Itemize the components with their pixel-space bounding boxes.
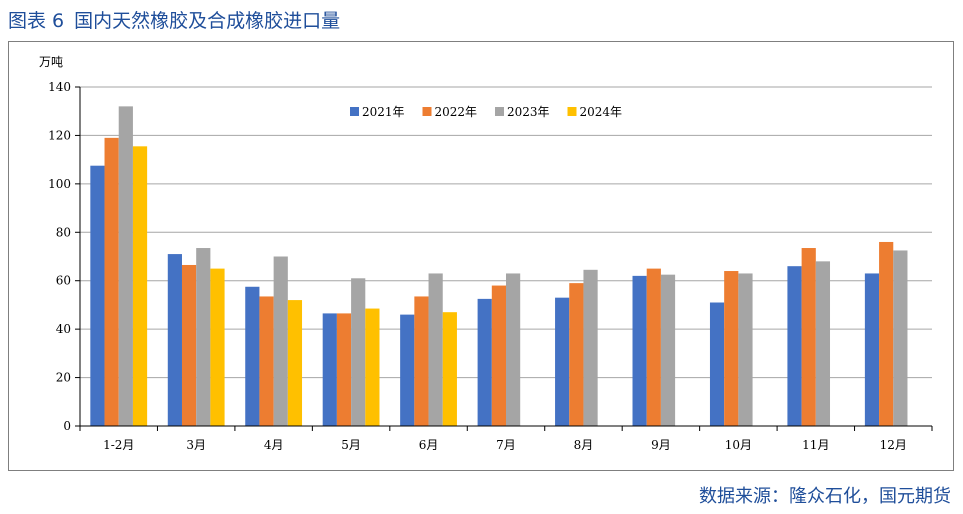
data-source: 数据来源：隆众石化，国元期货 bbox=[699, 486, 951, 507]
bar bbox=[864, 273, 880, 426]
x-tick-label: 3月 bbox=[186, 438, 206, 452]
bar bbox=[632, 275, 647, 426]
bar bbox=[287, 300, 303, 426]
bar bbox=[196, 248, 211, 426]
x-tick-label: 10月 bbox=[725, 438, 752, 452]
legend-swatch bbox=[350, 107, 359, 116]
y-tick-label: 120 bbox=[48, 128, 71, 142]
bar bbox=[400, 314, 415, 426]
x-tick-label: 4月 bbox=[264, 438, 284, 452]
bar bbox=[245, 286, 260, 426]
legend-label: 2024年 bbox=[580, 105, 623, 119]
bar-chart: 0 20 40 60 80 100 120 140 万吨 1-2月 3月 4月 5月 6月 7月 8月 9月 10… bbox=[39, 55, 933, 452]
x-tick-label: 12月 bbox=[880, 438, 907, 452]
bar bbox=[709, 302, 725, 426]
y-tick-label: 80 bbox=[56, 225, 71, 239]
bar bbox=[801, 248, 816, 426]
bar bbox=[210, 268, 225, 426]
legend-label: 2023年 bbox=[507, 105, 550, 119]
bar bbox=[365, 308, 380, 426]
figure-title-text: 国内天然橡胶及合成橡胶进口量 bbox=[74, 10, 341, 32]
legend-label: 2021年 bbox=[362, 105, 405, 119]
bar bbox=[738, 273, 753, 426]
legend-swatch bbox=[495, 107, 504, 116]
bar bbox=[724, 271, 739, 426]
bar bbox=[90, 165, 105, 427]
x-tick-label: 7月 bbox=[496, 438, 516, 452]
bar bbox=[414, 296, 429, 426]
bar bbox=[506, 273, 521, 426]
legend-swatch bbox=[422, 107, 432, 116]
bar bbox=[273, 256, 288, 426]
bar bbox=[491, 285, 506, 426]
y-tick-label: 0 bbox=[63, 419, 71, 433]
bar bbox=[259, 296, 274, 426]
bar bbox=[336, 313, 352, 426]
chart-frame: 0 20 40 60 80 100 120 140 万吨 1-2月 3月 4月 5月 6月 7月 8月 9月 10… bbox=[8, 41, 954, 471]
bar bbox=[428, 273, 443, 426]
x-tick-label: 9月 bbox=[651, 438, 671, 452]
bar bbox=[815, 261, 831, 426]
bar bbox=[555, 297, 570, 426]
bar bbox=[322, 313, 337, 426]
x-tick-label: 5月 bbox=[341, 438, 361, 452]
bar bbox=[879, 241, 894, 426]
bar bbox=[104, 137, 119, 426]
bar bbox=[351, 278, 366, 426]
y-tick-label: 20 bbox=[56, 371, 71, 385]
x-tick-label: 1-2月 bbox=[103, 438, 134, 452]
x-tick-label: 8月 bbox=[574, 438, 594, 452]
bar bbox=[442, 312, 457, 426]
figure-title: 图表 6 国内天然橡胶及合成橡胶进口量 bbox=[8, 6, 340, 33]
y-tick-label: 140 bbox=[48, 80, 71, 94]
legend-label: 2022年 bbox=[435, 105, 478, 119]
legend-swatch bbox=[567, 107, 577, 116]
x-tick-label: 6月 bbox=[419, 438, 439, 452]
y-tick-label: 60 bbox=[56, 274, 71, 288]
y-unit-label: 万吨 bbox=[39, 55, 63, 69]
bar bbox=[787, 266, 802, 426]
bar bbox=[132, 146, 148, 426]
x-tick-label: 11月 bbox=[802, 438, 829, 452]
bar bbox=[477, 298, 492, 426]
bar bbox=[660, 274, 676, 426]
bar bbox=[118, 106, 133, 426]
bar bbox=[583, 269, 598, 426]
y-tick-label: 40 bbox=[56, 322, 71, 336]
figure-label: 图表 6 bbox=[8, 10, 65, 32]
bar bbox=[893, 250, 908, 426]
bar bbox=[181, 264, 197, 426]
y-tick-label: 100 bbox=[48, 177, 71, 191]
bar bbox=[167, 254, 182, 426]
bar bbox=[569, 283, 584, 426]
bar bbox=[646, 268, 661, 426]
